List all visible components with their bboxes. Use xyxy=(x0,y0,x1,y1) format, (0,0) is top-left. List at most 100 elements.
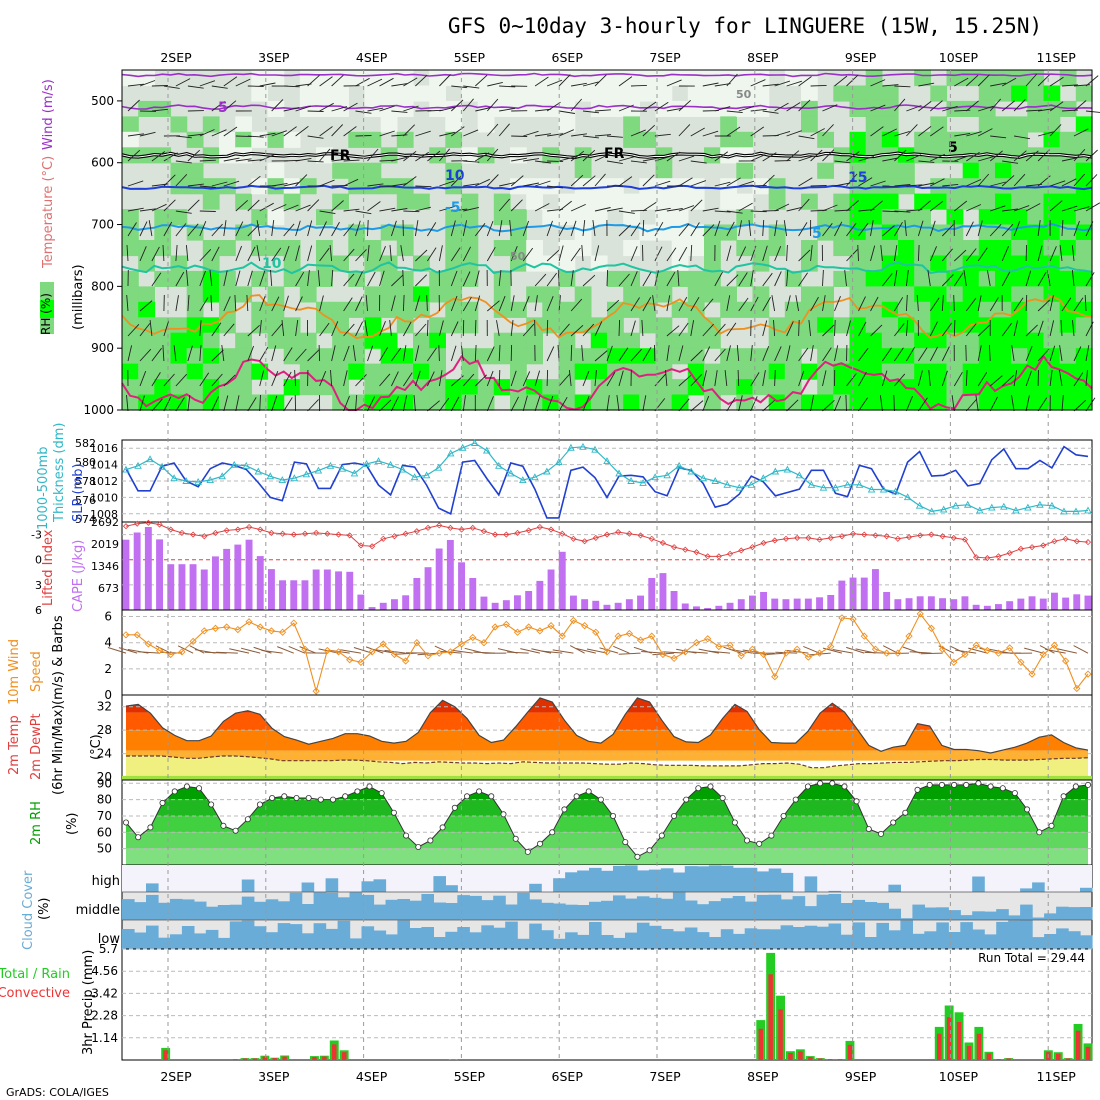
rh-cell xyxy=(493,332,511,349)
rh-cell xyxy=(574,193,592,210)
rh-cell xyxy=(445,240,463,257)
slp-tick-label: 1012 xyxy=(90,475,118,488)
cape-bar xyxy=(670,591,678,610)
wind-barb xyxy=(487,81,503,87)
wind-barb xyxy=(187,183,204,187)
wind-barb xyxy=(402,395,408,412)
rh-cell xyxy=(332,100,349,117)
rh-cell xyxy=(704,332,721,349)
wind-barb xyxy=(391,347,402,362)
precip-convective-bar xyxy=(451,1059,456,1060)
rh-cell xyxy=(493,270,511,287)
rh-cell xyxy=(607,317,624,334)
wind-barb xyxy=(568,370,572,387)
wind-barb xyxy=(618,76,633,87)
wind10m-barb xyxy=(576,648,596,654)
rh-cell xyxy=(526,332,543,349)
rh2m-point xyxy=(403,832,410,839)
wind-barb xyxy=(1025,150,1039,162)
cape-bar xyxy=(1073,594,1081,610)
rh-cell xyxy=(623,240,640,257)
rh-cell xyxy=(1075,317,1093,334)
wind-barb xyxy=(450,295,458,312)
wind10m-point xyxy=(491,623,499,631)
wind-barb xyxy=(714,323,726,337)
rh-cell xyxy=(461,270,479,287)
rh-cell xyxy=(316,348,333,365)
rh-cell xyxy=(849,348,867,365)
cape-bar xyxy=(525,591,533,610)
rh-cell xyxy=(364,363,382,380)
wind-barb xyxy=(175,210,192,214)
rh2m-point xyxy=(354,788,361,795)
rh2m-point xyxy=(804,783,811,790)
wind-barb xyxy=(606,135,623,138)
thickness-point xyxy=(615,469,623,477)
rh-cell xyxy=(364,178,382,195)
cloud-bar xyxy=(169,898,183,920)
wind10m-barb xyxy=(439,650,462,654)
wind-barb xyxy=(1049,76,1064,87)
rh-cell xyxy=(865,131,883,148)
wind-barb xyxy=(879,395,883,412)
wind10m-point xyxy=(1006,644,1014,652)
wind-barb xyxy=(496,320,500,337)
rh-cell xyxy=(639,224,657,241)
cape-bar xyxy=(592,600,600,610)
cloud-bar xyxy=(529,883,542,892)
thickness-point xyxy=(627,477,635,484)
wind-barb xyxy=(1013,320,1019,337)
cloud-bar xyxy=(1032,917,1045,920)
wind-barb xyxy=(151,372,161,387)
wind10m-point xyxy=(256,623,264,631)
wind-barb xyxy=(618,104,634,112)
cloud-bar xyxy=(301,933,315,949)
rh-cell xyxy=(170,209,188,226)
wind-barb xyxy=(355,210,372,215)
wind-barb xyxy=(1025,294,1028,312)
rh-cell xyxy=(801,394,818,411)
wind-barb xyxy=(486,98,499,112)
cloud-bar xyxy=(445,931,458,949)
wind-barb xyxy=(247,397,257,412)
wind-barb xyxy=(295,204,311,212)
rh-cell xyxy=(849,270,867,287)
wind-barb xyxy=(211,101,225,112)
rh-cell xyxy=(219,286,236,303)
rh-cell xyxy=(590,193,608,210)
lifted-index-point xyxy=(939,533,946,540)
cape-bar xyxy=(1051,592,1058,610)
rh2m-point xyxy=(281,793,288,800)
rh-cell xyxy=(413,332,430,349)
rh-cell xyxy=(1011,162,1028,179)
cloud-bar xyxy=(852,899,866,920)
precip-tick-label: 2.28 xyxy=(91,1009,118,1023)
rh2m-point xyxy=(1024,806,1031,813)
cloud-bar xyxy=(924,931,937,949)
thickness-point xyxy=(867,485,876,493)
date-label-bottom: 10SEP xyxy=(939,1069,979,1084)
lifted-index-point xyxy=(369,543,376,550)
rh-cell xyxy=(881,270,899,287)
rh-cell xyxy=(138,286,155,303)
cloud-bar xyxy=(277,901,291,920)
thickness-point xyxy=(855,480,864,488)
wind-barb xyxy=(1013,173,1026,187)
rh-cell xyxy=(122,116,139,133)
cape-bar xyxy=(950,599,958,610)
wind10m-barb xyxy=(663,651,686,654)
wind10m-point xyxy=(950,658,958,666)
wind-barb xyxy=(355,220,361,237)
wind-barb xyxy=(642,174,655,187)
rh-cell xyxy=(493,85,511,102)
wind-barb xyxy=(127,99,140,112)
wind10m-point xyxy=(1050,641,1059,649)
wind-barb xyxy=(953,249,967,262)
cloud-bar xyxy=(996,921,1009,949)
wind-barb xyxy=(415,74,428,87)
wind-barb xyxy=(858,177,873,187)
wind-barb xyxy=(630,320,636,337)
wind-barb xyxy=(295,271,305,287)
